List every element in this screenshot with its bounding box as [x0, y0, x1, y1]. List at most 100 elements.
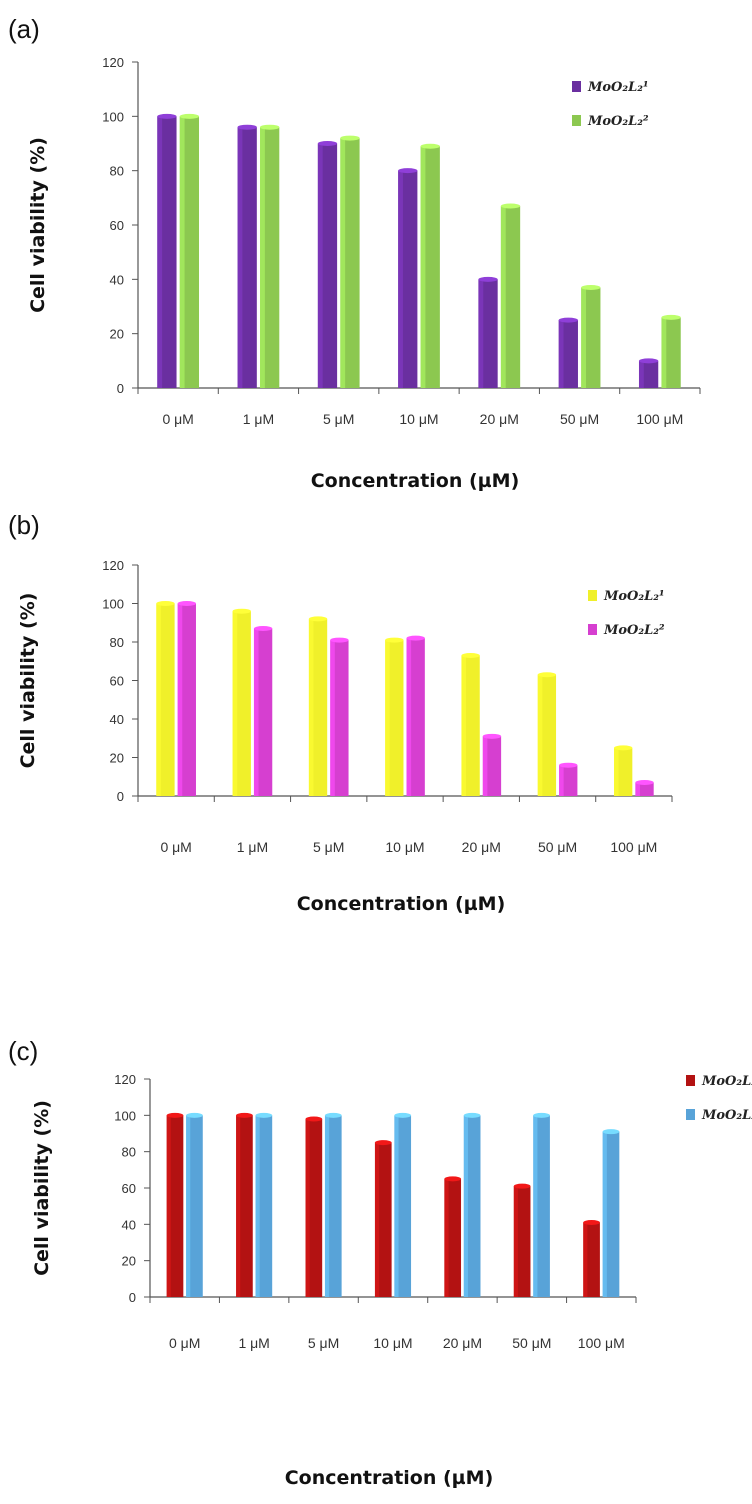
bar-highlight — [232, 611, 238, 796]
bar-cap — [308, 616, 328, 622]
y-tick-label: 40 — [110, 712, 124, 727]
bar-highlight — [179, 116, 185, 388]
bar-highlight — [482, 736, 488, 796]
y-tick-label: 60 — [110, 218, 124, 233]
y-tick-label: 120 — [114, 1072, 136, 1087]
y-tick-label: 20 — [110, 327, 124, 342]
y-axis-title: Cell viability (%) — [31, 1100, 53, 1276]
y-tick-label: 60 — [122, 1181, 136, 1196]
legend-swatch — [588, 624, 597, 635]
y-tick-label: 80 — [110, 164, 124, 179]
x-tick-label: 1 μM — [243, 411, 274, 427]
chart-panel-a: (a) 0 20 40 60 80 100 120 0 μM 1 μM 5 μM 10 μM 20 μ… — [0, 0, 752, 500]
bar-highlight — [385, 640, 390, 796]
y-tick-label: 80 — [122, 1145, 136, 1160]
bar-cap — [583, 1220, 600, 1226]
bar-highlight — [537, 674, 543, 796]
x-tick-label: 50 μM — [560, 411, 599, 427]
y-tick-label: 100 — [114, 1108, 136, 1123]
legend-label: MoO₂L₂² — [701, 1108, 752, 1123]
x-tick-label: 5 μM — [323, 411, 354, 427]
x-tick-label: 100 μM — [610, 839, 657, 855]
bar-highlight — [461, 655, 467, 796]
bar-cap — [500, 203, 521, 209]
y-tick-label: 100 — [102, 597, 124, 612]
bar-highlight — [330, 640, 335, 796]
x-tick-label: 50 μM — [538, 839, 577, 855]
bar-chart: 0 20 40 60 80 100 120 0 μM 1 μM 5 μM 10 μM 20 μM 50 … — [31, 1072, 752, 1489]
bar-cap — [614, 745, 633, 751]
bar-highlight — [661, 317, 667, 388]
bar-highlight — [444, 1178, 449, 1297]
bar-highlight — [406, 638, 412, 796]
y-axis-title: Cell viability (%) — [17, 593, 39, 769]
bar-cap — [237, 124, 257, 130]
bar-highlight — [614, 747, 619, 796]
bar-cap — [602, 1129, 620, 1135]
x-axis-title: Concentration (µM) — [311, 470, 520, 492]
bar-cap — [305, 1116, 323, 1122]
bar-cap — [635, 780, 654, 786]
y-axis-title: Cell viability (%) — [27, 137, 49, 313]
legend-swatch — [588, 590, 597, 601]
bar-highlight — [177, 603, 183, 796]
bar-cap — [330, 637, 349, 643]
bar-highlight — [156, 603, 161, 796]
bar-cap — [394, 1112, 412, 1118]
bar-highlight — [583, 1222, 588, 1297]
bar-highlight — [638, 360, 644, 388]
bar-cap — [463, 1112, 481, 1118]
bar-cap — [537, 672, 557, 678]
legend-swatch — [572, 115, 581, 126]
y-tick-label: 120 — [102, 558, 124, 573]
legend-label: MoO₂L₂² — [587, 114, 649, 129]
bar-highlight — [236, 1115, 241, 1297]
bar-cap — [177, 601, 196, 606]
bar-cap — [340, 135, 360, 141]
bar-cap — [236, 1112, 253, 1118]
bar-chart: 0 20 40 60 80 100 120 0 μM 1 μM 5 μM 10 μM 20 μM 50 … — [27, 55, 701, 492]
x-tick-label: 1 μM — [237, 839, 268, 855]
x-tick-label: 0 μM — [162, 411, 193, 427]
bar-highlight — [478, 279, 484, 388]
y-tick-label: 120 — [102, 55, 124, 70]
bar-cap — [478, 276, 498, 282]
chart-panel-c: (c) 0 20 40 60 80 100 120 0 μM 1 μM 5 μM 10 μM 20 μ… — [0, 1000, 752, 1504]
x-axis-title: Concentration (µM) — [285, 1467, 494, 1489]
x-tick-label: 5 μM — [313, 839, 344, 855]
bar-cap — [533, 1112, 550, 1118]
bar-cap — [461, 652, 480, 658]
bar-highlight — [255, 1115, 260, 1297]
bar-cap — [420, 143, 440, 149]
legend-swatch — [686, 1109, 695, 1120]
bar-highlight — [308, 618, 314, 796]
bar-cap — [398, 168, 418, 174]
bar-highlight — [260, 127, 265, 388]
bar-highlight — [602, 1131, 607, 1297]
bar-cap — [482, 733, 502, 739]
panel-label: (b) — [8, 510, 40, 540]
bar-cap — [232, 608, 251, 614]
bar-highlight — [305, 1118, 310, 1297]
y-tick-label: 20 — [122, 1254, 136, 1269]
bar-highlight — [157, 116, 163, 388]
bar-highlight — [394, 1115, 399, 1297]
x-tick-label: 10 μM — [399, 411, 438, 427]
x-tick-label: 20 μM — [480, 411, 519, 427]
bar-highlight — [581, 287, 586, 388]
y-tick-label: 0 — [117, 789, 124, 804]
bar-cap — [513, 1183, 531, 1189]
bar-cap — [253, 626, 273, 632]
bar-cap — [661, 314, 681, 320]
bar-highlight — [500, 205, 506, 388]
bar-highlight — [533, 1115, 538, 1297]
bar-cap — [638, 358, 659, 364]
y-tick-label: 40 — [122, 1217, 136, 1232]
x-axis-title: Concentration (µM) — [297, 893, 506, 915]
legend-swatch — [572, 81, 581, 92]
bar-cap — [324, 1112, 342, 1118]
y-tick-label: 20 — [110, 751, 124, 766]
bar-highlight — [186, 1115, 191, 1297]
bar-cap — [406, 635, 425, 641]
bar-cap — [558, 317, 578, 323]
